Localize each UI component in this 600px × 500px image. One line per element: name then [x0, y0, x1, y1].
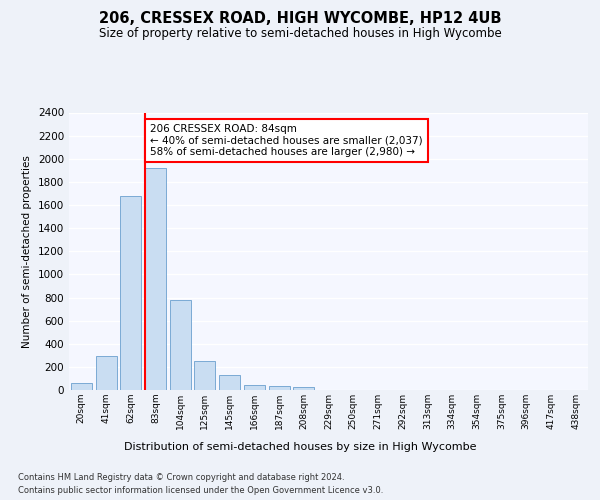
Text: Size of property relative to semi-detached houses in High Wycombe: Size of property relative to semi-detach…: [98, 28, 502, 40]
Text: 206 CRESSEX ROAD: 84sqm
← 40% of semi-detached houses are smaller (2,037)
58% of: 206 CRESSEX ROAD: 84sqm ← 40% of semi-de…: [150, 124, 422, 158]
Text: Contains HM Land Registry data © Crown copyright and database right 2024.: Contains HM Land Registry data © Crown c…: [18, 472, 344, 482]
Bar: [219, 375, 240, 390]
Y-axis label: Number of semi-detached properties: Number of semi-detached properties: [22, 155, 32, 348]
Bar: [293, 386, 314, 390]
Text: Contains public sector information licensed under the Open Government Licence v3: Contains public sector information licen…: [18, 486, 383, 495]
Bar: [95, 356, 116, 390]
Bar: [71, 383, 92, 390]
Bar: [120, 196, 141, 390]
Bar: [170, 300, 191, 390]
Text: 206, CRESSEX ROAD, HIGH WYCOMBE, HP12 4UB: 206, CRESSEX ROAD, HIGH WYCOMBE, HP12 4U…: [99, 11, 501, 26]
Bar: [269, 386, 290, 390]
Bar: [145, 168, 166, 390]
Bar: [244, 386, 265, 390]
Bar: [194, 360, 215, 390]
Text: Distribution of semi-detached houses by size in High Wycombe: Distribution of semi-detached houses by …: [124, 442, 476, 452]
